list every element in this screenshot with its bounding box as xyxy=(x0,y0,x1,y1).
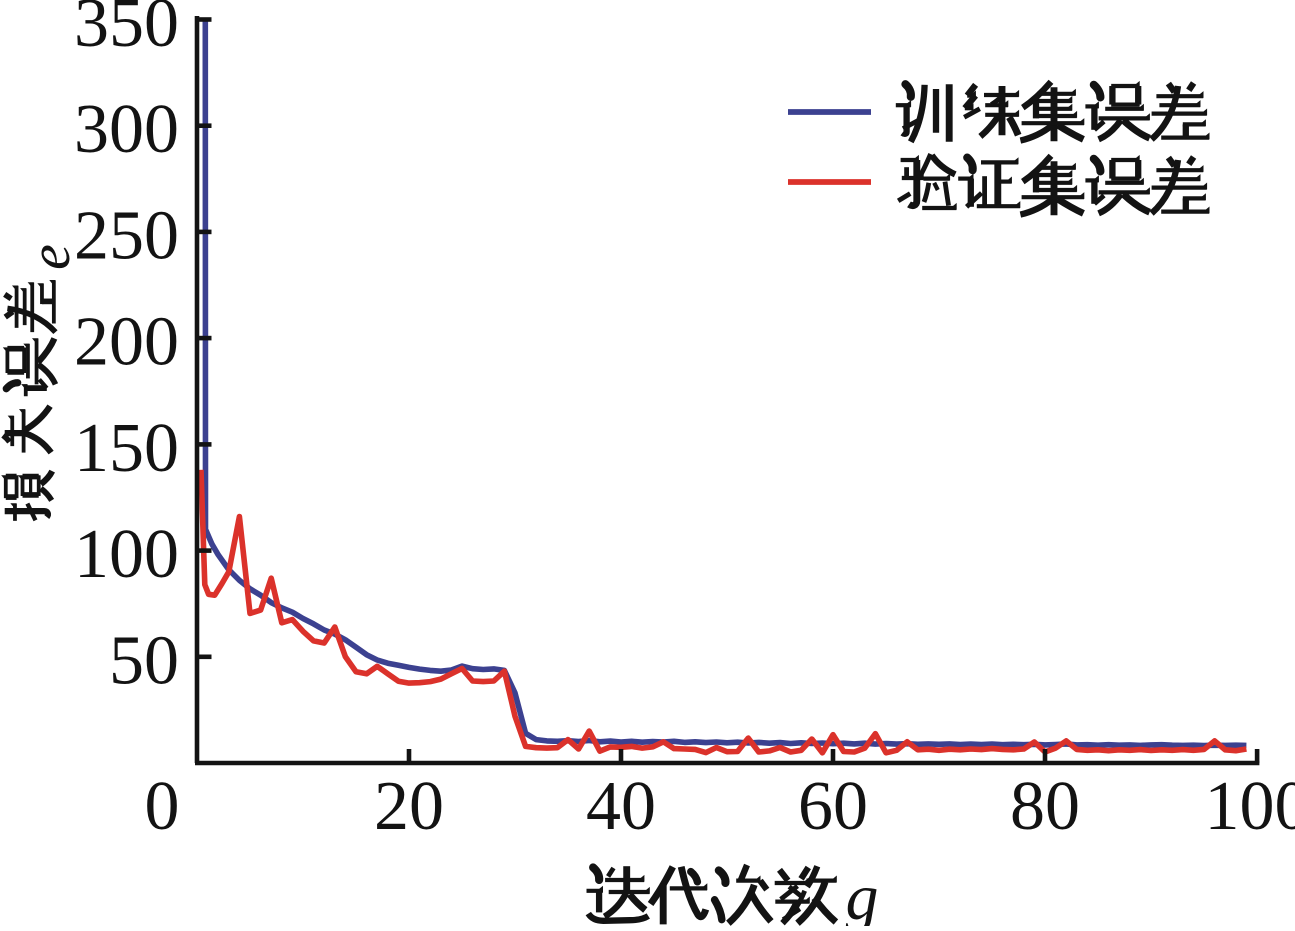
svg-text:350: 350 xyxy=(74,0,179,62)
svg-text:250: 250 xyxy=(74,197,179,274)
svg-text:300: 300 xyxy=(74,91,179,168)
svg-text:e: e xyxy=(17,244,82,270)
svg-text:100: 100 xyxy=(74,516,179,593)
svg-text:20: 20 xyxy=(374,768,444,845)
svg-text:50: 50 xyxy=(109,622,179,699)
svg-text:40: 40 xyxy=(586,768,656,845)
svg-text:150: 150 xyxy=(74,410,179,487)
svg-text:100: 100 xyxy=(1205,768,1295,845)
svg-text:200: 200 xyxy=(74,304,179,381)
svg-text:80: 80 xyxy=(1010,768,1080,845)
svg-text:60: 60 xyxy=(798,768,868,845)
svg-text:g: g xyxy=(846,861,879,926)
svg-text:0: 0 xyxy=(145,768,180,845)
